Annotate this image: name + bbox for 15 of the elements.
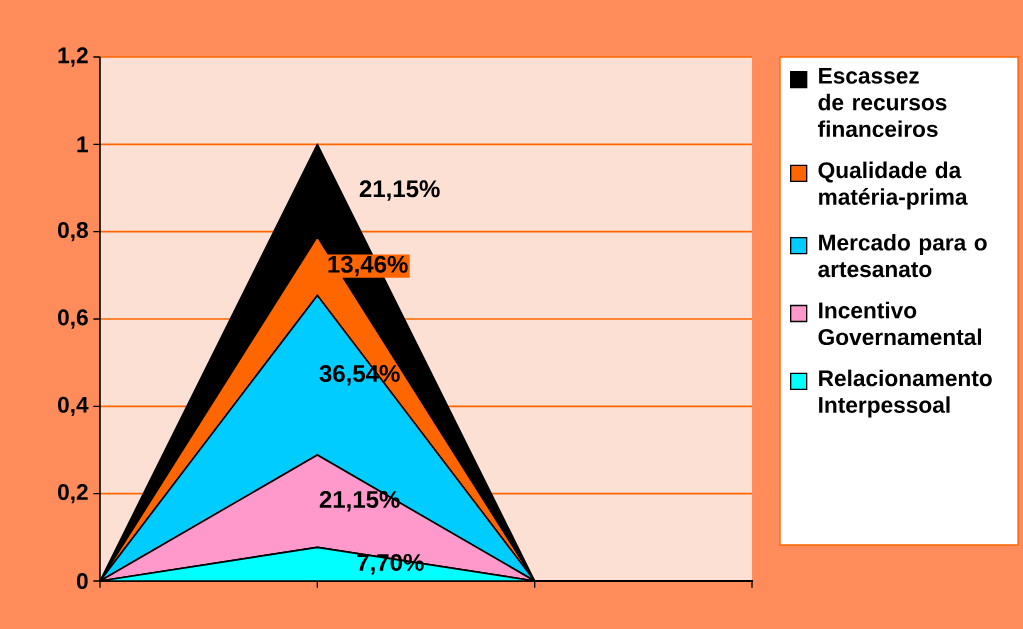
y-tick-label: 0,8: [58, 221, 88, 242]
legend-label: Qualidade da matéria-prima: [818, 161, 968, 210]
y-tick-label: 0,4: [58, 396, 89, 416]
y-tick-label: 1: [77, 136, 88, 153]
y-tick-label: 0,6: [58, 309, 88, 329]
data-label: 21,15%: [319, 490, 400, 512]
y-tick-label: 0,2: [58, 483, 88, 504]
legend-label: Relacionamento Interpessoal: [819, 369, 992, 418]
y-tick-label: 1,2: [58, 47, 88, 67]
legend-label: Incentivo Governamental: [818, 301, 982, 346]
legend-label: Mercado para o artesanato: [818, 233, 987, 278]
data-label: 21,15%: [359, 180, 440, 201]
legend-label: Escassez de recursos financeiros: [818, 67, 947, 138]
y-tick-label: 0: [76, 572, 88, 590]
data-label: 13,46%: [328, 255, 408, 277]
